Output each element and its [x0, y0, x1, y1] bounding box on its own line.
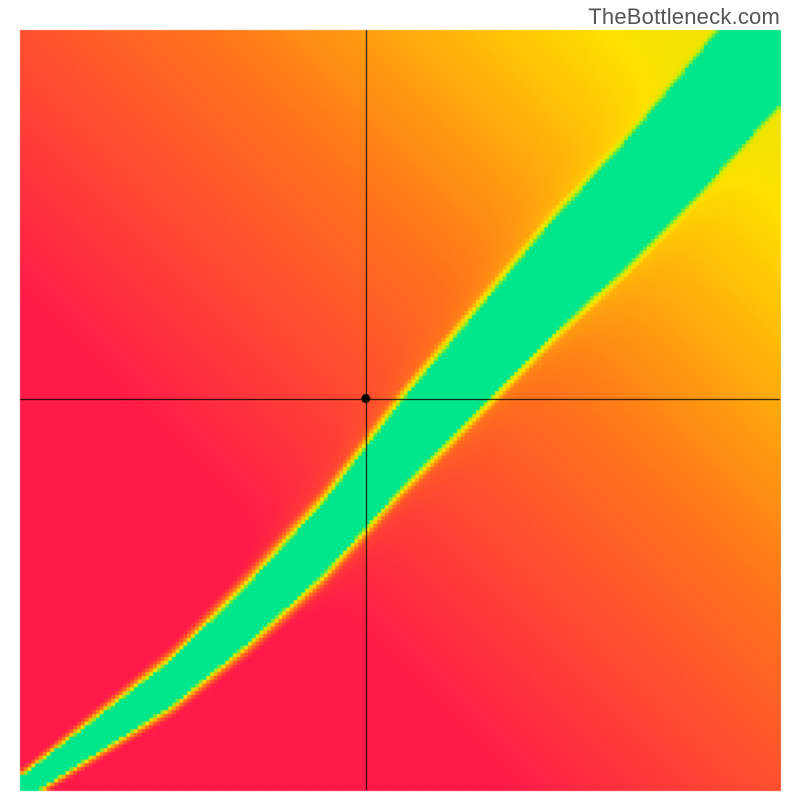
watermark-text: TheBottleneck.com: [588, 4, 780, 30]
chart-container: TheBottleneck.com: [0, 0, 800, 800]
bottleneck-heatmap: [0, 0, 800, 800]
